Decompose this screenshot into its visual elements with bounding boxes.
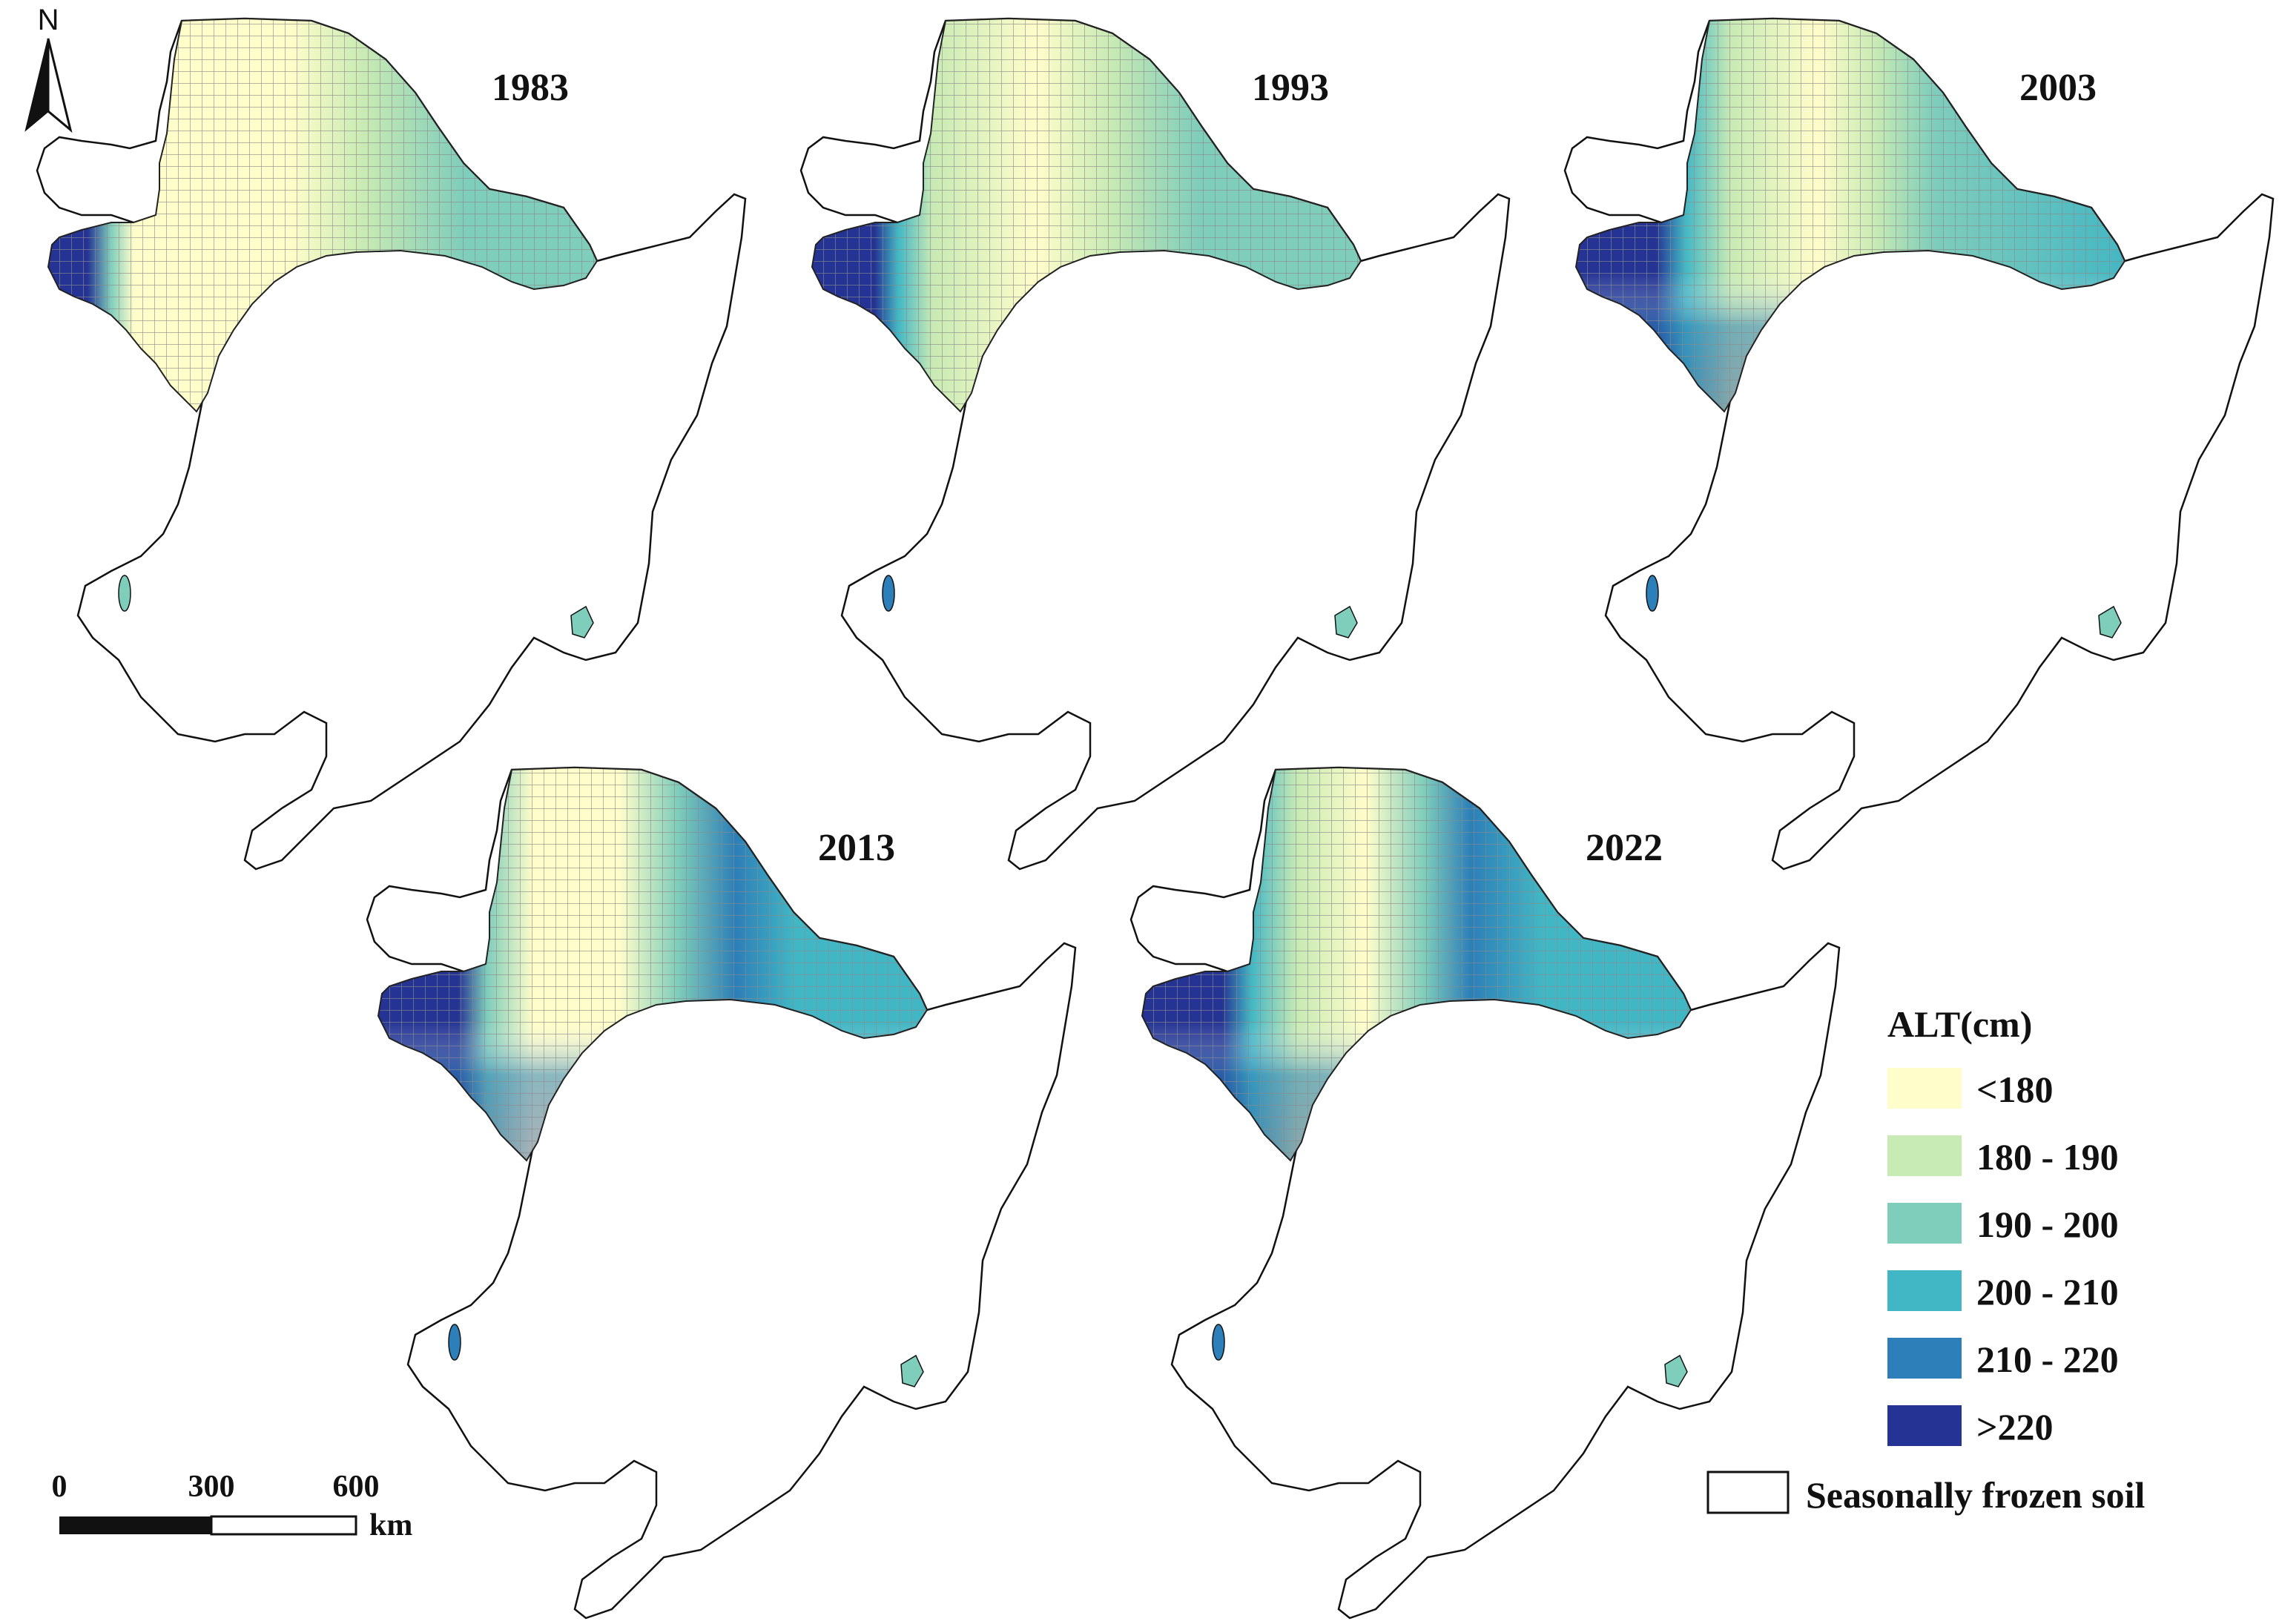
panel-year-label: 2003 <box>2019 67 2097 109</box>
alt-patch-west <box>1646 575 1659 612</box>
scale-tick-300: 300 <box>188 1470 235 1504</box>
alt-patch-west <box>118 575 131 612</box>
scale-segment-dark <box>59 1516 211 1534</box>
legend-label: 200 - 210 <box>1976 1271 2119 1313</box>
scale-segment-light <box>210 1515 357 1536</box>
north-arrow-outline <box>47 38 73 133</box>
north-arrow: N <box>24 4 73 133</box>
legend-title: ALT(cm) <box>1887 1003 2032 1045</box>
alt-patch-east <box>1664 1354 1688 1387</box>
north-label: N <box>38 4 59 36</box>
legend-label: >220 <box>1976 1406 2054 1448</box>
map-panel-2003 <box>1563 17 2275 871</box>
legend-swatch <box>1887 1203 1962 1244</box>
alt-patch-east <box>900 1354 924 1387</box>
scale-unit: km <box>369 1508 412 1542</box>
map-panel-1993 <box>799 17 1511 871</box>
scale-bar: 0 300 600 km <box>52 1470 413 1542</box>
legend-label: 190 - 200 <box>1976 1204 2119 1245</box>
legend-swatch <box>1887 1338 1962 1379</box>
panel-year-label: 1983 <box>492 67 569 109</box>
legend-label: <180 <box>1976 1069 2054 1110</box>
panel-year-label: 2022 <box>1586 827 1663 869</box>
alt-patch-west <box>882 575 895 612</box>
scale-tick-600: 600 <box>333 1470 380 1504</box>
alt-patch-west <box>448 1324 461 1361</box>
scale-tick-0: 0 <box>52 1470 67 1504</box>
alt-patch-east <box>2098 605 2122 638</box>
legend-swatch <box>1887 1405 1962 1446</box>
legend-swatch <box>1887 1135 1962 1176</box>
north-arrow-icon <box>24 38 49 132</box>
legend-swatch <box>1887 1068 1962 1109</box>
legend-label: 180 - 190 <box>1976 1136 2119 1178</box>
legend-swatch <box>1887 1270 1962 1311</box>
alt-patch-east <box>1334 605 1358 638</box>
panel-year-label: 1993 <box>1252 67 1329 109</box>
alt-patch-west <box>1212 1324 1225 1361</box>
legend-swatch-seasonal <box>1706 1470 1790 1514</box>
panel-year-label: 2013 <box>818 827 895 869</box>
map-panel-2013 <box>366 766 1077 1620</box>
alt-patch-east <box>570 605 594 638</box>
map-panel-1983 <box>36 17 747 871</box>
legend-label: 210 - 220 <box>1976 1339 2119 1380</box>
legend: ALT(cm) <180 180 - 190 190 - 200 200 - 210 2… <box>1706 1003 2146 1516</box>
legend-label-seasonal: Seasonally frozen soil <box>1806 1474 2146 1516</box>
